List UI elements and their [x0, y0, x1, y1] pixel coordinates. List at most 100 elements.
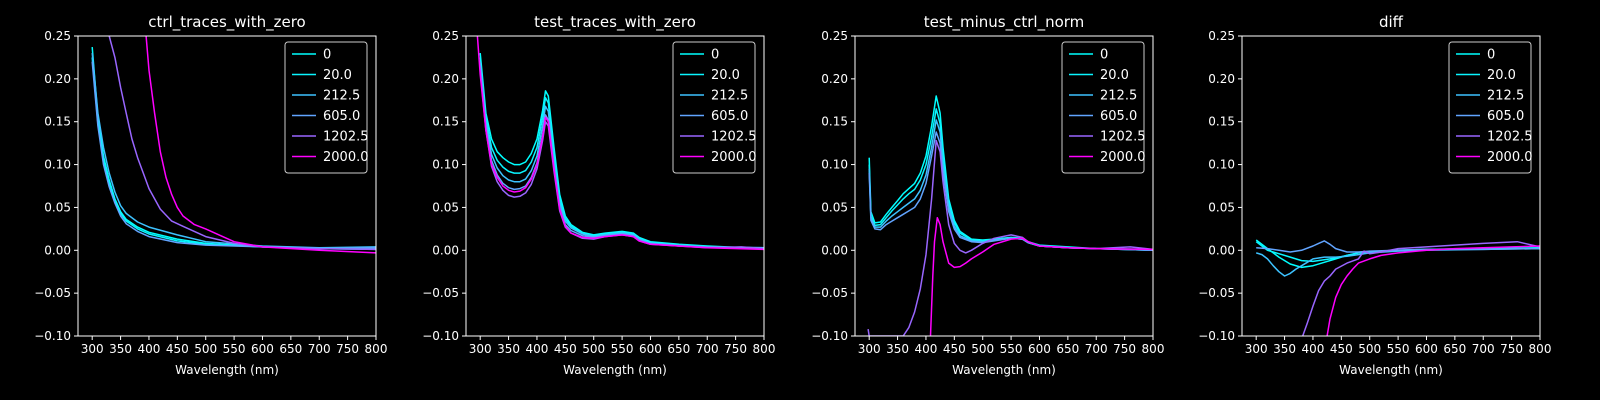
y-tick-label: 0.05 [432, 200, 459, 214]
x-tick-label: 750 [336, 342, 359, 356]
panel-4: diff Wavelength (nm) 300 350 400 450 500 550 600… [1198, 13, 1551, 377]
x-tick-label: 350 [1273, 342, 1296, 356]
x-tick-label: 800 [753, 342, 776, 356]
y-tick-label: −0.10 [34, 329, 71, 343]
x-tick-label: 500 [194, 342, 217, 356]
y-tick-label: 0.25 [432, 29, 459, 43]
x-tick-label: 300 [858, 342, 881, 356]
x-tick-label: 500 [1358, 342, 1381, 356]
legend-entry-label: 0 [711, 48, 719, 63]
legend-entry-label: 20.0 [1100, 68, 1129, 83]
y-tick-label: −0.05 [811, 286, 848, 300]
panel-title: test_traces_with_zero [534, 13, 696, 32]
y-tick-label: 0.05 [44, 200, 71, 214]
legend: 0 20.0 212.5 605.0 1202.5 2000.0 [284, 41, 369, 174]
series-line-212.5 [1255, 247, 1540, 277]
x-tick-label: 450 [943, 342, 966, 356]
panel-title: diff [1379, 13, 1404, 31]
legend-entry-label: 212.5 [323, 89, 360, 104]
series-line-0 [1255, 239, 1540, 269]
series-line-605.0 [91, 61, 376, 250]
panel-title: ctrl_traces_with_zero [148, 13, 305, 32]
y-tick-label: 0.10 [44, 158, 71, 172]
y-tick-label: 0.10 [1208, 158, 1235, 172]
x-tick-label: 600 [1028, 342, 1051, 356]
y-tick-label: −0.05 [422, 286, 459, 300]
x-axis-label: Wavelength (nm) [1339, 363, 1443, 377]
y-tick-label: −0.05 [1198, 286, 1235, 300]
legend-entry-label: 2000.0 [1100, 150, 1146, 165]
y-tick-label: 0.25 [1208, 29, 1235, 43]
panel-title: test_minus_ctrl_norm [924, 13, 1085, 32]
y-tick-label: 0.05 [1208, 200, 1235, 214]
x-tick-label: 400 [1301, 342, 1324, 356]
x-axis-label: Wavelength (nm) [952, 363, 1056, 377]
x-tick-label: 300 [81, 342, 104, 356]
series-line-2000.0 [476, 36, 764, 251]
legend-entry-label: 1202.5 [1487, 130, 1533, 145]
legend-entry-label: 605.0 [1487, 109, 1524, 124]
y-tick-label: 0.00 [432, 243, 459, 257]
y-tick-label: 0.10 [432, 158, 459, 172]
legend-entry-label: 1202.5 [711, 130, 757, 145]
panel-2: test_traces_with_zero Wavelength (nm) 300 3… [422, 13, 775, 377]
legend-entry-label: 20.0 [711, 68, 740, 83]
legend-entry-label: 2000.0 [323, 150, 369, 165]
x-tick-label: 300 [469, 342, 492, 356]
legend-entry-label: 605.0 [711, 109, 748, 124]
x-axis-label: Wavelength (nm) [563, 363, 667, 377]
series-line-2000.0 [1326, 245, 1540, 336]
x-tick-label: 450 [554, 342, 577, 356]
y-tick-label: 0.20 [44, 72, 71, 86]
x-tick-label: 800 [365, 342, 388, 356]
y-tick-label: −0.05 [34, 286, 71, 300]
y-tick-label: 0.10 [821, 158, 848, 172]
x-tick-label: 400 [525, 342, 548, 356]
x-tick-label: 750 [724, 342, 747, 356]
plot-frame [77, 35, 377, 337]
x-tick-label: 450 [1330, 342, 1353, 356]
x-tick-label: 600 [1415, 342, 1438, 356]
y-tick-label: 0.05 [821, 200, 848, 214]
x-tick-label: 650 [1056, 342, 1079, 356]
y-tick-label: 0.25 [44, 29, 71, 43]
plot-frame [1241, 35, 1541, 337]
legend: 0 20.0 212.5 605.0 1202.5 2000.0 [1061, 41, 1146, 174]
x-tick-label: 550 [1387, 342, 1410, 356]
legend-entry-label: 2000.0 [1487, 150, 1533, 165]
x-tick-label: 400 [914, 342, 937, 356]
legend-entry-label: 2000.0 [711, 150, 757, 165]
x-tick-label: 650 [279, 342, 302, 356]
series-line-1202.5 [108, 36, 376, 251]
y-tick-label: 0.00 [1208, 243, 1235, 257]
x-tick-label: 500 [582, 342, 605, 356]
series-line-605.0 [1256, 240, 1540, 253]
legend-entry-label: 212.5 [711, 89, 748, 104]
y-tick-label: 0.15 [44, 115, 71, 129]
x-tick-label: 650 [667, 342, 690, 356]
legend: 0 20.0 212.5 605.0 1202.5 2000.0 [1448, 41, 1533, 174]
y-tick-label: 0.15 [821, 115, 848, 129]
x-tick-label: 650 [1443, 342, 1466, 356]
series-line-1202.5 [1301, 240, 1540, 336]
x-tick-label: 800 [1142, 342, 1165, 356]
panel-1: ctrl_traces_with_zero Wavelength (nm) 300 3… [34, 13, 387, 377]
x-tick-label: 400 [137, 342, 160, 356]
series-line-2000.0 [929, 216, 1153, 336]
legend: 0 20.0 212.5 605.0 1202.5 2000.0 [672, 41, 757, 174]
x-tick-label: 450 [166, 342, 189, 356]
x-tick-label: 350 [886, 342, 909, 356]
x-tick-label: 500 [971, 342, 994, 356]
legend-entry-label: 0 [1100, 48, 1108, 63]
legend-entry-label: 605.0 [1100, 109, 1137, 124]
y-tick-label: 0.15 [1208, 115, 1235, 129]
plot-frame [465, 35, 765, 337]
y-tick-label: 0.20 [1208, 72, 1235, 86]
legend-entry-label: 0 [323, 48, 331, 63]
x-tick-label: 600 [639, 342, 662, 356]
x-tick-label: 600 [251, 342, 274, 356]
panel-3: test_minus_ctrl_norm Wavelength (nm) 300 35… [811, 13, 1164, 377]
y-tick-label: 0.20 [432, 72, 459, 86]
y-tick-label: −0.10 [811, 329, 848, 343]
